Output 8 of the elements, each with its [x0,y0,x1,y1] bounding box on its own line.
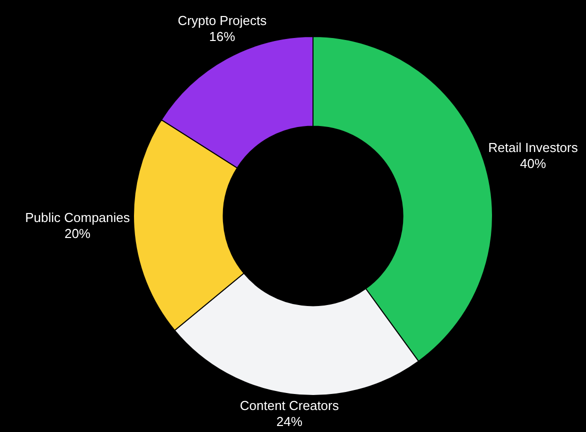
data-label: 40% [520,156,547,171]
data-label: 24% [276,414,303,430]
slice-label: Public Companies [25,210,130,225]
slice-label: Retail Investors [488,140,578,155]
slice-label: Content Creators [240,398,340,414]
data-label: 20% [64,226,91,241]
data-label: 16% [209,28,236,44]
slice-label: Crypto Projects [178,12,268,28]
